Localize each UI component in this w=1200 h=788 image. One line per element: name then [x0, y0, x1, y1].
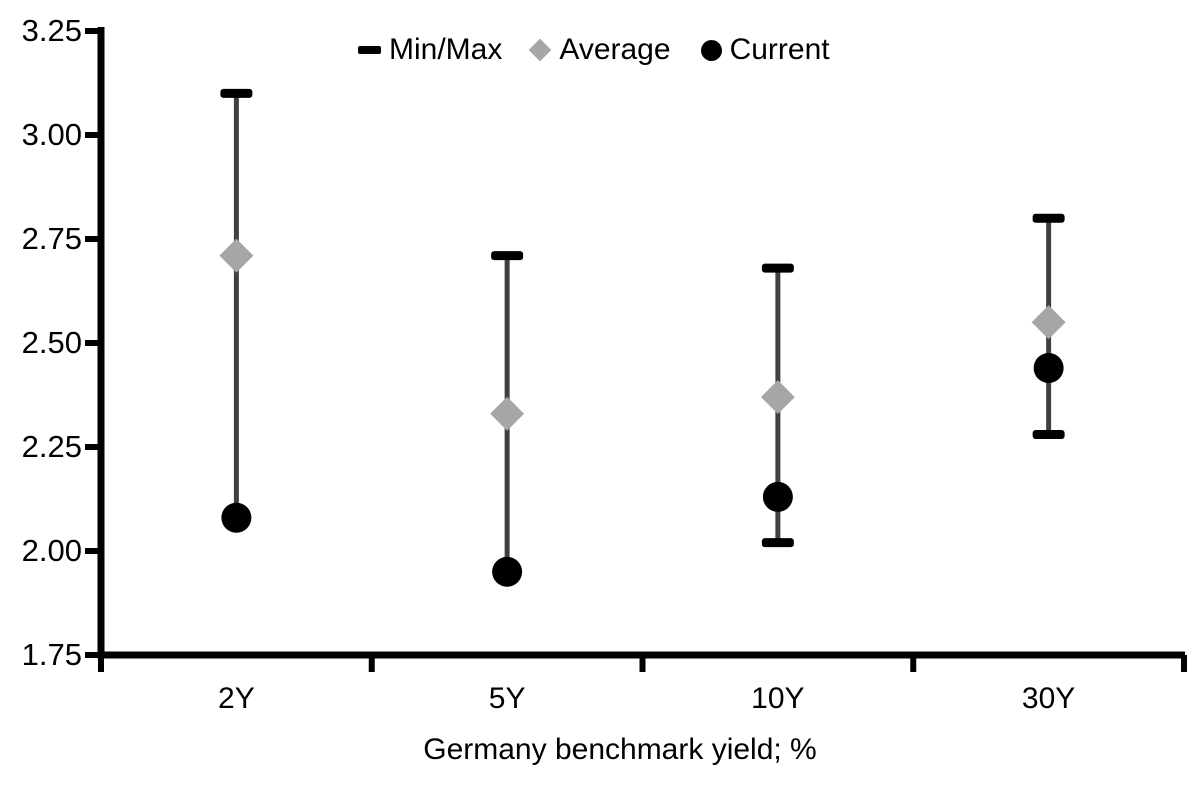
y-tick-label: 3.00 — [22, 117, 82, 152]
legend-item-minmax: Min/Max — [358, 33, 502, 67]
average-diamond-icon — [529, 38, 552, 62]
x-tick-label: 2Y — [218, 682, 255, 715]
legend-item-current: Current — [700, 33, 830, 67]
x-tick-label: 30Y — [1022, 682, 1075, 715]
legend-label-average: Average — [559, 33, 671, 66]
y-tick-label: 3.25 — [22, 13, 82, 48]
min-cap-30Y — [1032, 430, 1065, 440]
y-tick-label: 2.50 — [22, 325, 82, 360]
max-cap-5Y — [491, 251, 524, 261]
x-tick-label: 10Y — [751, 682, 804, 715]
current-marker-10Y — [762, 481, 793, 512]
current-marker-30Y — [1033, 352, 1064, 383]
legend-label-minmax: Min/Max — [389, 33, 503, 66]
average-marker-2Y — [219, 238, 254, 273]
min-cap-10Y — [761, 538, 794, 548]
current-marker-5Y — [492, 556, 523, 587]
average-marker-30Y — [1031, 305, 1066, 340]
x-tick-label: 5Y — [489, 682, 526, 715]
current-dot-icon — [700, 39, 722, 61]
y-tick-label: 2.75 — [22, 221, 82, 256]
average-marker-10Y — [760, 380, 795, 415]
y-tick-label: 2.00 — [22, 533, 82, 568]
legend-label-current: Current — [729, 33, 830, 66]
average-marker-5Y — [490, 396, 525, 431]
legend-item-average: Average — [529, 33, 671, 67]
max-cap-2Y — [220, 88, 253, 98]
x-axis-title: Germany benchmark yield; % — [423, 733, 817, 766]
minmax-dash-icon — [358, 46, 381, 54]
y-tick-label: 2.25 — [22, 429, 82, 464]
current-marker-2Y — [221, 502, 252, 533]
max-cap-30Y — [1032, 213, 1065, 223]
max-cap-10Y — [761, 263, 794, 273]
chart-legend: Min/Max Average Current — [358, 33, 830, 67]
y-tick-label: 1.75 — [22, 637, 82, 672]
